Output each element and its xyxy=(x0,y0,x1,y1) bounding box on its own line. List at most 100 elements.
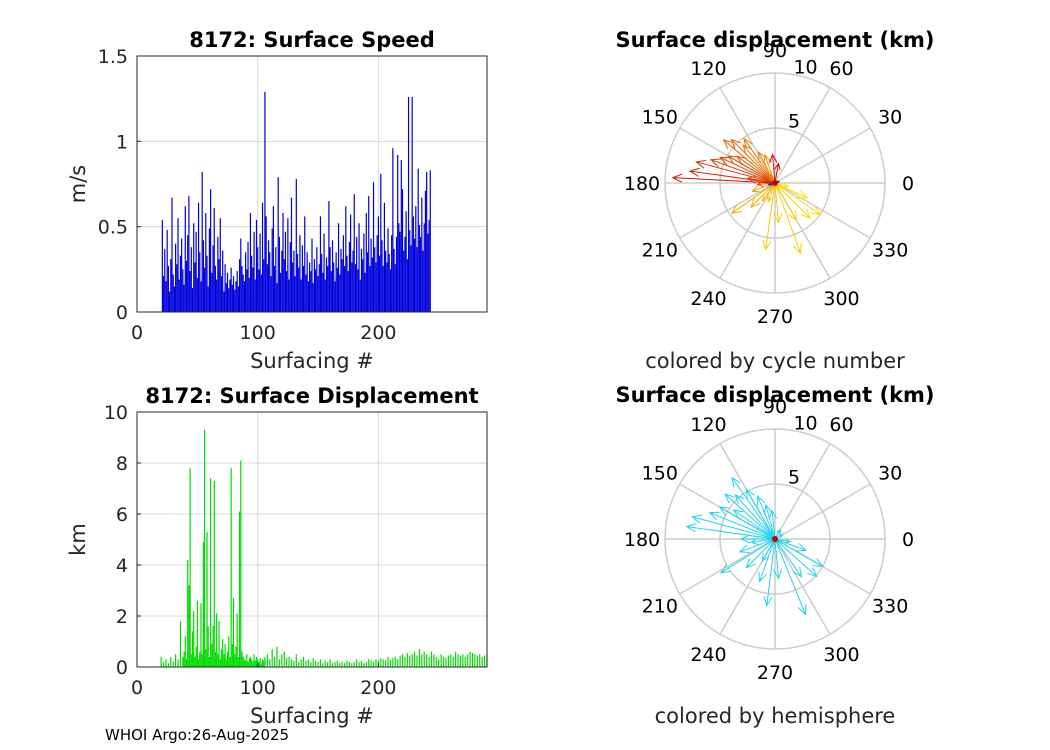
displacement-arrow xyxy=(708,511,776,540)
data-bar xyxy=(199,651,201,667)
angle-label: 0 xyxy=(902,173,914,195)
data-bar xyxy=(179,621,182,667)
data-bar xyxy=(318,264,320,312)
displacement-arrow xyxy=(745,488,776,540)
polar-spoke xyxy=(719,87,776,184)
arrow-head xyxy=(751,185,761,193)
data-bar xyxy=(247,242,249,312)
arrow-shaft xyxy=(774,182,808,199)
arrow-head xyxy=(756,495,766,507)
data-bar xyxy=(189,271,191,312)
arrow-head xyxy=(763,153,772,165)
data-bar xyxy=(182,656,184,667)
data-bar xyxy=(417,168,419,312)
arrow-head xyxy=(810,205,822,216)
data-bar xyxy=(235,281,237,312)
data-bar xyxy=(229,279,231,312)
data-bar xyxy=(290,659,293,667)
arrow-shaft xyxy=(759,538,776,582)
data-bar xyxy=(392,658,394,667)
arrow-head xyxy=(769,153,778,164)
displacement-arrow xyxy=(774,538,818,578)
data-bar xyxy=(343,663,346,667)
data-bar xyxy=(220,276,223,312)
data-bar xyxy=(407,96,410,313)
data-bar xyxy=(216,279,218,312)
data-bar xyxy=(259,658,261,667)
angle-label: 270 xyxy=(757,662,793,684)
data-bar xyxy=(423,651,425,667)
data-bar xyxy=(481,656,483,667)
data-bar xyxy=(457,654,459,667)
data-bar xyxy=(276,282,278,312)
angle-label: 0 xyxy=(902,529,914,551)
data-bar xyxy=(464,656,466,667)
data-bar xyxy=(427,233,429,312)
displacement-arrow xyxy=(739,534,775,544)
arrow-shaft xyxy=(774,538,818,577)
arrow-head xyxy=(732,509,744,519)
angle-label: 240 xyxy=(690,644,726,666)
arrow-shaft xyxy=(696,161,776,184)
data-bar xyxy=(357,269,359,312)
arrow-shaft xyxy=(774,182,779,223)
data-bar xyxy=(312,282,314,312)
data-bar xyxy=(359,279,361,312)
data-bar xyxy=(206,531,208,667)
data-bar xyxy=(294,276,296,312)
data-bar xyxy=(216,613,218,667)
arrow-head xyxy=(796,189,809,199)
data-bar xyxy=(365,661,367,667)
arrow-head xyxy=(767,182,773,186)
data-bar xyxy=(382,659,384,667)
arrow-head xyxy=(724,493,735,504)
data-bar xyxy=(322,272,324,312)
polar-spoke xyxy=(679,182,776,239)
data-bar xyxy=(378,255,381,312)
displacement-arrow xyxy=(769,153,778,184)
x-axis-label: Surfacing # xyxy=(250,349,374,373)
footer-stamp: WHOI Argo:26-Aug-2025 xyxy=(105,726,290,744)
displacement-arrow xyxy=(767,182,776,203)
data-bar xyxy=(225,282,227,312)
arrow-shaft xyxy=(710,159,776,184)
polar-spoke xyxy=(774,443,831,540)
data-bar xyxy=(380,173,382,312)
data-bar xyxy=(253,231,255,312)
data-bar xyxy=(401,189,404,312)
data-bar xyxy=(171,197,173,312)
data-bar xyxy=(447,655,449,667)
angle-label: 270 xyxy=(757,306,793,328)
arrow-shaft xyxy=(767,182,776,202)
data-bar xyxy=(175,243,177,312)
data-bar xyxy=(162,661,165,667)
data-bar xyxy=(228,288,230,312)
data-bar xyxy=(394,264,396,312)
data-bar xyxy=(377,216,379,312)
arrow-shaft xyxy=(774,538,779,579)
data-bar xyxy=(223,291,225,312)
data-bar xyxy=(273,265,276,312)
data-bar xyxy=(401,654,404,667)
data-bar xyxy=(412,216,414,312)
arrow-shaft xyxy=(750,538,776,543)
displacement-arrow xyxy=(750,182,776,208)
radial-label: 5 xyxy=(788,110,800,132)
arrow-head xyxy=(736,155,748,166)
arrow-head xyxy=(718,506,730,516)
data-bar xyxy=(426,654,428,667)
data-bar xyxy=(300,659,302,667)
data-bar xyxy=(200,603,202,667)
data-bar xyxy=(345,206,347,312)
data-bar xyxy=(442,656,445,667)
data-bar xyxy=(330,271,332,312)
data-bar xyxy=(368,195,370,312)
x-tick-label: 0 xyxy=(131,322,143,344)
radial-label: 5 xyxy=(788,466,800,488)
displacement-arrow xyxy=(738,538,776,553)
arrow-head xyxy=(731,476,741,488)
data-bar xyxy=(228,636,230,667)
arrow-head xyxy=(719,156,731,166)
data-bar xyxy=(196,277,198,312)
displacement-arrow xyxy=(768,509,778,540)
